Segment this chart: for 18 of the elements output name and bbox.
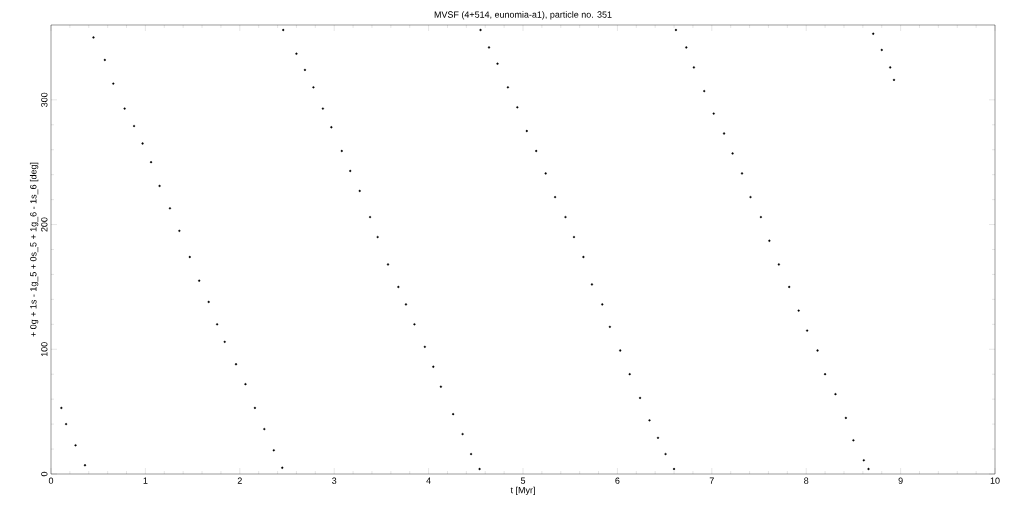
x-tick-label: 8 [804, 477, 809, 484]
x-tick-label: 3 [332, 477, 337, 484]
chart-title: MVSF (4+514, eunomia-a1), particle no. 351 [434, 11, 612, 20]
x-tick-label: 7 [709, 477, 714, 484]
y-tick-label: 300 [41, 92, 48, 107]
x-tick-label: 4 [426, 477, 431, 484]
x-tick-label: 2 [237, 477, 242, 484]
x-tick-label: 5 [520, 477, 526, 484]
x-tick-label: 6 [615, 477, 620, 484]
x-axis-title: t [Myr] [510, 486, 535, 496]
x-tick-label: 10 [990, 477, 1000, 484]
y-tick-label: 100 [41, 342, 48, 357]
x-tick-label: 0 [48, 477, 54, 484]
x-tick-label: 9 [898, 477, 903, 484]
y-tick-label: 0 [41, 471, 48, 477]
x-tick-label: 1 [143, 477, 148, 484]
y-tick-label: 200 [41, 217, 48, 232]
y-axis-title: + 0g + 1s - 1g_5 + 0s_5 + 1g_6 - 1s_6 [deg] [29, 162, 39, 337]
